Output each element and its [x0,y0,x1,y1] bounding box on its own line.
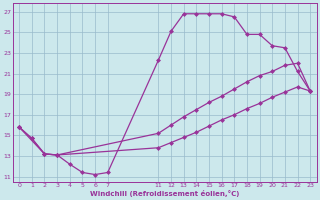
X-axis label: Windchill (Refroidissement éolien,°C): Windchill (Refroidissement éolien,°C) [90,190,239,197]
